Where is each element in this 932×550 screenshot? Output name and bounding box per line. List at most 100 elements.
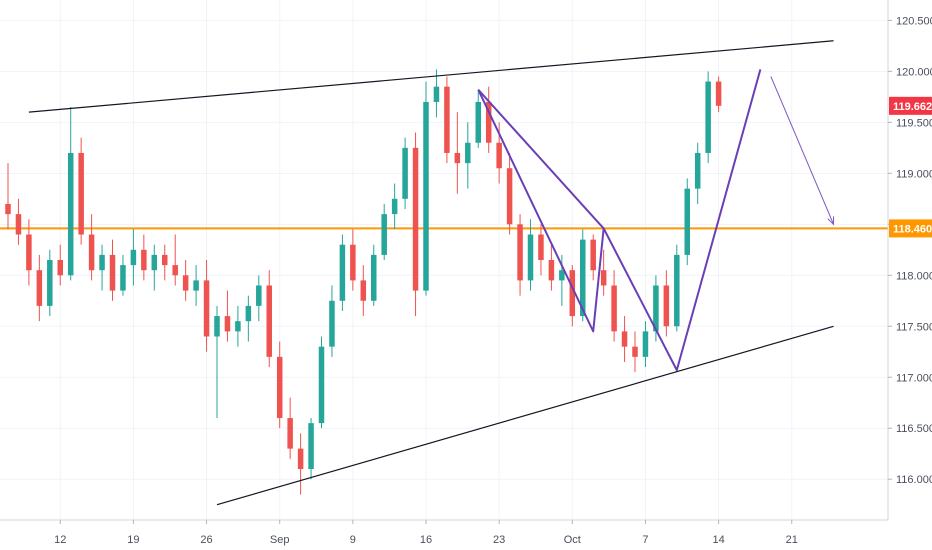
candle-body [109,254,116,291]
candle-body [214,316,220,337]
last-price-tag: 119.662 [893,101,932,113]
projection-arrow [770,76,835,225]
candle-body [67,152,74,276]
candle-body [569,270,576,317]
candle-body [538,234,544,260]
candle-body [120,265,126,291]
candle-body [590,239,596,271]
candle-body [454,152,461,164]
time-tick-label: 9 [350,534,356,546]
candle-body [193,280,199,291]
candle-body [600,270,607,286]
candle-body [276,356,283,419]
candle-body [371,254,377,301]
candle-body [141,249,147,271]
candle-body [475,101,481,143]
candle-body [151,254,158,271]
channel-upper-line [28,40,834,113]
candle-body [674,254,680,327]
candle-body [224,316,231,332]
price-tick-label: 116.500 [896,423,932,435]
channel-lower-line [216,325,834,506]
time-tick-label: 16 [420,534,432,546]
time-tick-label: 23 [493,534,505,546]
candle-body [78,152,84,235]
candle-body [653,285,659,332]
candle-body [402,147,408,199]
level-price-tag: 118.460 [893,223,932,235]
candle-body [15,214,22,235]
candle-body [350,244,356,281]
candle-body [632,346,638,357]
candle-body [339,244,346,301]
candle-body [485,101,492,143]
candle-body [433,86,440,102]
price-tick-label: 119.000 [896,168,932,180]
candle-body [245,305,252,322]
candle-body [663,285,670,327]
candle-body [527,234,534,281]
candle-body [611,285,617,332]
candle-body [381,214,387,255]
candle-body [548,260,555,281]
candle-body [412,147,419,291]
candle-body [705,81,711,153]
price-tags: 119.662 118.460 [889,96,932,238]
candle-body [182,275,189,291]
candle-body [559,270,565,281]
time-tick-label: 12 [54,534,66,546]
candle-body [517,224,523,281]
candle-body [256,285,262,306]
candle-body [36,270,43,306]
candle-body [360,280,367,301]
candle-body [423,101,429,291]
price-tick-label: 120.500 [896,15,932,27]
candle-body [506,168,513,225]
candle-body [99,254,105,271]
time-tick-label: 7 [642,534,648,546]
time-tick-label: 19 [127,534,139,546]
candle-body [642,331,649,357]
candle-body [57,260,63,276]
candle-body [130,249,137,266]
time-tick-label: 26 [200,534,212,546]
drawings [28,40,835,506]
candle-body [26,234,32,271]
candle-body [329,300,335,347]
candle-body [391,198,398,215]
candle-body [684,188,690,255]
candle-body [235,321,241,332]
last-price-tag-bg [889,96,932,115]
candle-body [308,423,314,470]
candle-body [465,142,471,164]
candle-body [297,448,304,470]
candle-body [496,142,502,169]
candle-body [203,280,210,337]
level-price-tag-bg [889,219,932,238]
time-tick-label: Sep [270,534,290,546]
price-tick-label: 117.500 [896,321,932,333]
candle-body [287,418,293,449]
time-axis[interactable]: 12 19 26 Sep 9 16 23 Oct 7 14 21 [54,520,798,546]
price-tick-label: 119.500 [896,117,932,129]
candle-body [444,86,450,153]
candle-body [580,239,586,317]
candle-body [694,152,701,189]
candle-body [47,260,53,306]
candle-body [172,265,178,276]
candle-body [162,254,168,266]
price-tick-label: 116.000 [896,474,932,486]
candle-body [621,331,628,347]
candle-body [266,285,272,357]
candle-body [88,234,95,271]
candles [5,69,722,495]
candle-body [5,203,11,215]
time-tick-label: 14 [712,534,724,546]
price-tick-label: 120.000 [896,66,932,78]
candle-body [715,81,722,106]
time-tick-label: Oct [564,534,581,546]
candle-body [318,346,325,424]
harmonic-pattern-leg [477,89,605,230]
price-tick-label: 118.000 [896,270,932,282]
